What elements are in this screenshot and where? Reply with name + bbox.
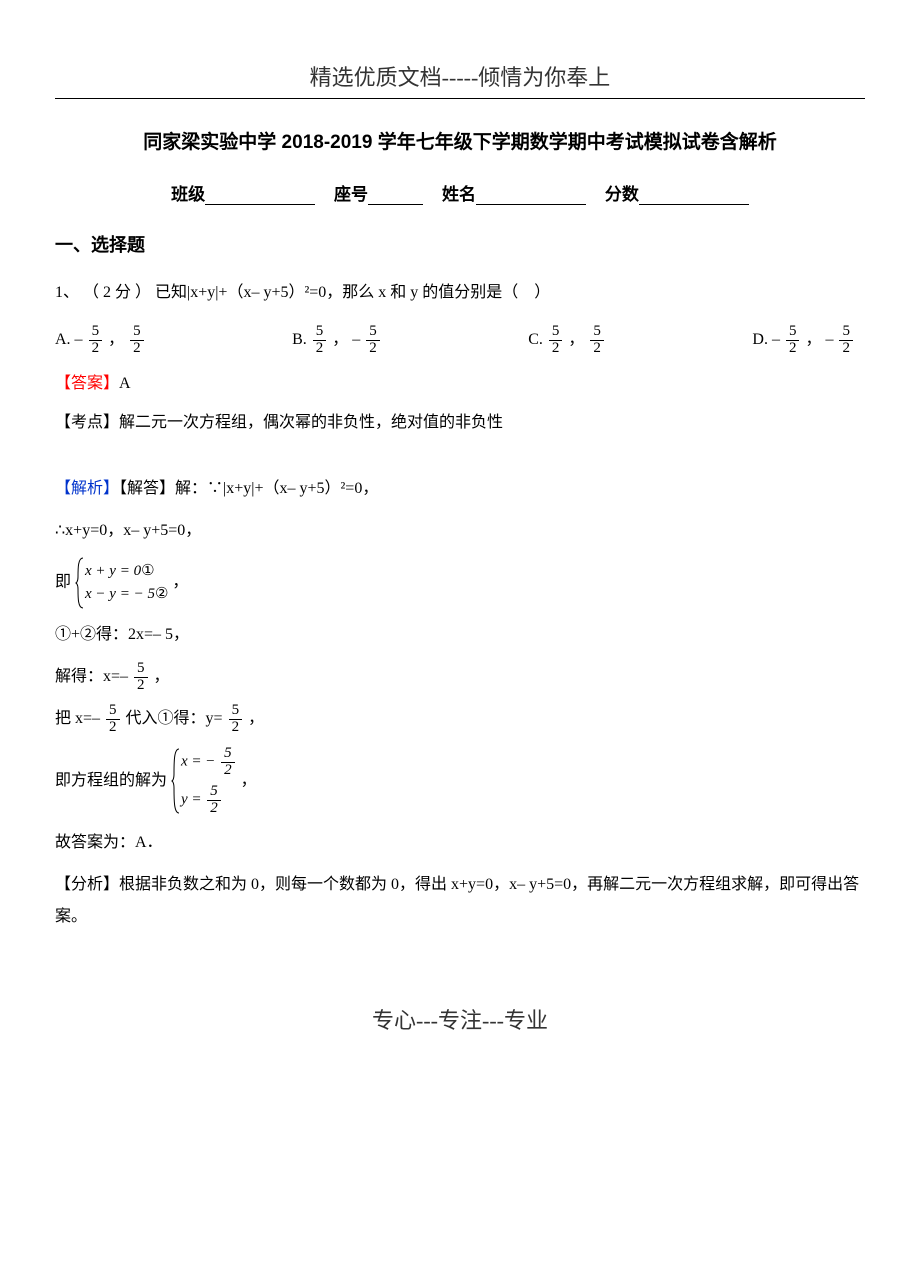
option-d-mid: ， – [805,331,837,348]
option-c-mid: ， [568,331,588,348]
answer-value: A [119,375,131,392]
fraction-5-2: 52 [207,784,221,817]
fenxi-text: 根据非负数之和为 0，则每一个数都为 0，得出 x+y=0，x– y+5=0，再… [55,876,859,925]
step-line-7: 即方程组的解为 x = − 52 y = 52 ， [55,746,865,817]
fenxi-line: 【分析】根据非负数之和为 0，则每一个数都为 0，得出 x+y=0，x– y+5… [55,869,865,933]
option-b: B. 52 ， – 52 [292,324,382,357]
fraction-5-2: 52 [229,703,243,736]
fraction-5-2: 52 [134,661,148,694]
option-b-mid: ， – [332,331,364,348]
fraction-5-2: 52 [89,324,103,357]
jiexi-label: 【解析】 [55,480,119,497]
step-line-4: ①+②得：2x=– 5， [55,619,865,651]
kaodian-label: 【考点】 [55,414,119,431]
option-c-prefix: C. [528,331,547,348]
option-a-mid: ， [108,331,128,348]
equation-stack: x + y = 0① x − y = − 5② [85,561,168,605]
seat-label: 座号 [334,185,368,204]
class-label: 班级 [171,185,205,204]
page-footer: 专心---专注---专业 [55,1003,865,1035]
fraction-5-2: 52 [839,324,853,357]
score-blank [639,186,749,205]
page-header: 精选优质文档-----倾情为你奉上 [55,60,865,99]
option-d: D. – 52 ， – 52 [752,324,855,357]
option-c: C. 52 ， 52 [528,324,606,357]
document-title: 同家梁实验中学 2018-2019 学年七年级下学期数学期中考试模拟试卷含解析 [55,127,865,154]
option-a-prefix: A. – [55,331,87,348]
spacer [55,449,865,463]
eq1-circ: ① [141,563,154,579]
seat-blank [368,186,423,205]
class-blank [205,186,315,205]
answer-label: 【答案】 [55,375,119,392]
option-d-prefix: D. – [752,331,784,348]
eq2-circ: ② [155,586,168,602]
step-line-3: 即 x + y = 0① x − y = − 5② ， [55,557,865,609]
fraction-5-2: 52 [549,324,563,357]
line5-prefix: 解得：x=– [55,668,132,685]
sol-eq2-pre: y = [181,792,205,808]
fenxi-label: 【分析】 [55,876,119,893]
score-label: 分数 [605,185,639,204]
eq2-text: x − y = − 5 [85,586,155,602]
name-label: 姓名 [442,185,476,204]
equation-system-1: x + y = 0① x − y = − 5② [75,557,168,609]
line3-prefix: 即 [55,573,75,590]
jiexi-line: 【解析】【解答】解：∵|x+y|+（x– y+5）²=0， [55,473,865,505]
fraction-5-2: 52 [221,746,235,779]
line6-suffix: ， [248,710,264,727]
step-line-8: 故答案为：A． [55,827,865,859]
step-line-5: 解得：x=– 52 ， [55,661,865,694]
sol-eq1-pre: x = − [181,754,219,770]
eq2-row: x − y = − 5② [85,584,168,605]
options-row: A. – 52 ， 52 B. 52 ， – 52 C. 52 ， 52 D. … [55,324,865,357]
kaodian-line: 【考点】解二元一次方程组，偶次幂的非负性，绝对值的非负性 [55,407,865,439]
fraction-5-2: 52 [366,324,380,357]
question-stem: 1、 （ 2 分 ） 已知|x+y|+（x– y+5）²=0，那么 x 和 y … [55,275,865,310]
step-line-2: ∴x+y=0，x– y+5=0， [55,515,865,547]
fraction-5-2: 52 [106,703,120,736]
sol-eq2: y = 52 [181,784,237,817]
left-brace-icon [75,557,85,609]
fraction-5-2: 52 [130,324,144,357]
line6-prefix: 把 x=– [55,710,104,727]
section-heading: 一、选择题 [55,231,865,257]
jieda-label: 【解答】 [119,480,175,497]
line7-prefix: 即方程组的解为 [55,772,171,789]
option-b-prefix: B. [292,331,311,348]
fraction-5-2: 52 [590,324,604,357]
student-info-line: 班级 座号 姓名 分数 [55,180,865,205]
name-blank [476,186,586,205]
fraction-5-2: 52 [313,324,327,357]
line7-suffix: ， [241,772,257,789]
left-brace-icon [171,748,181,814]
equation-stack: x = − 52 y = 52 [181,746,237,817]
eq1-row: x + y = 0① [85,561,168,582]
sol-eq1: x = − 52 [181,746,237,779]
step-line-6: 把 x=– 52 代入①得：y= 52 ， [55,703,865,736]
line6-mid: 代入①得：y= [126,710,227,727]
jieda-text: 解：∵|x+y|+（x– y+5）²=0， [175,480,378,497]
equation-system-2: x = − 52 y = 52 [171,746,237,817]
eq1-text: x + y = 0 [85,563,141,579]
line3-suffix: ， [172,573,188,590]
line5-suffix: ， [154,668,170,685]
page-container: 精选优质文档-----倾情为你奉上 同家梁实验中学 2018-2019 学年七年… [0,0,920,1075]
option-a: A. – 52 ， 52 [55,324,146,357]
kaodian-text: 解二元一次方程组，偶次幂的非负性，绝对值的非负性 [119,414,503,431]
answer-line: 【答案】A [55,369,865,393]
fraction-5-2: 52 [786,324,800,357]
